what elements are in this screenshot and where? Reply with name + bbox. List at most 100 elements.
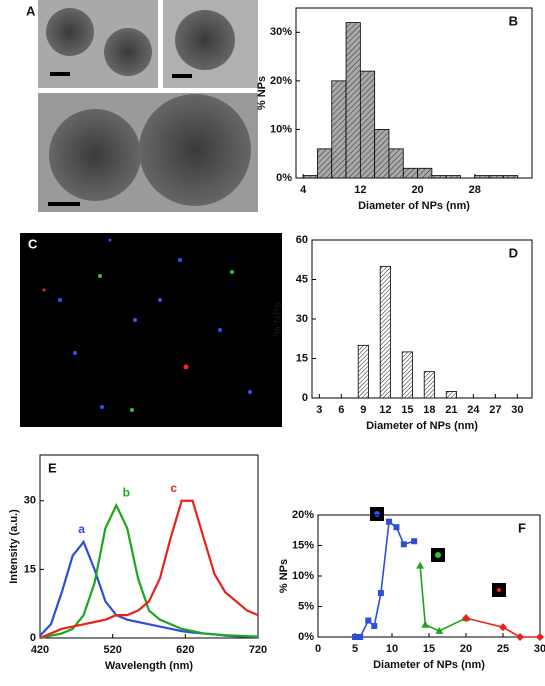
histogram-bar (317, 148, 333, 179)
histogram-bar (445, 175, 461, 179)
fluorescence-image (20, 233, 282, 427)
marker (462, 614, 470, 623)
y-tick-label: 0% (298, 631, 314, 643)
x-tick-label: 520 (103, 644, 121, 656)
y-tick-label: 15 (296, 352, 308, 364)
panel-label: A (26, 3, 36, 18)
histogram-bar (488, 175, 504, 179)
x-tick-label: 15 (423, 643, 435, 655)
marker (386, 518, 393, 525)
x-tick-label: 720 (249, 644, 267, 656)
x-tick-label: 3 (316, 404, 322, 416)
x-tick-label: 27 (489, 404, 501, 416)
y-tick-label: 0% (276, 172, 292, 184)
panel-label: D (509, 245, 518, 260)
x-tick-label: 5 (352, 643, 358, 655)
y-tick-label: 10% (270, 123, 292, 135)
marker (536, 633, 544, 641)
line (39, 502, 259, 640)
insets (370, 507, 506, 597)
line (355, 520, 415, 638)
x-axis-label: Diameter of NPs (nm) (358, 200, 470, 212)
y-tick-label: 30 (24, 495, 36, 507)
x-tick-label: 18 (423, 404, 435, 416)
x-tick-label: 15 (401, 404, 413, 416)
bar (357, 344, 369, 399)
panel-label: F (518, 520, 526, 535)
x-tick-label: 6 (338, 404, 344, 416)
x-tick-label: 28 (469, 184, 481, 196)
x-tick-label: 25 (497, 643, 509, 655)
line (465, 617, 540, 638)
y-tick-label: 10% (292, 570, 314, 582)
marker (400, 541, 407, 548)
x-tick-label: 30 (511, 404, 523, 416)
marker (357, 634, 364, 640)
y-tick-label: 0 (30, 632, 36, 644)
panel-label: E (48, 460, 57, 475)
tem-images (38, 0, 258, 212)
histogram-bar (417, 167, 433, 179)
y-axis-label: % NPs (256, 76, 268, 110)
bar (379, 265, 391, 399)
x-tick-label: 9 (360, 404, 366, 416)
marker (393, 524, 400, 531)
y-axis-label: % NPs (272, 302, 284, 336)
marker (377, 590, 384, 597)
plot-frame (39, 454, 259, 639)
histogram-bar (474, 175, 490, 179)
x-axis-label: Wavelength (nm) (105, 660, 194, 672)
y-tick-label: 15 (24, 563, 36, 575)
histogram-bar (431, 175, 447, 179)
x-tick-label: 12 (354, 184, 366, 196)
x-tick-label: 620 (176, 644, 194, 656)
marker (421, 620, 430, 628)
y-tick-label: 45 (296, 273, 308, 285)
x-axis-label: Diameter of NPs (nm) (366, 420, 478, 432)
panel-label: C (28, 236, 38, 251)
histogram-bar (402, 167, 418, 179)
y-tick-label: 20% (270, 75, 292, 87)
series-label: c (170, 481, 177, 495)
x-tick-label: 4 (300, 184, 307, 196)
marker (499, 623, 507, 632)
series-label: a (78, 522, 85, 536)
y-axis-label: % NPs (278, 559, 290, 593)
y-axis-label: Intensity (a.u.) (8, 509, 20, 584)
x-tick-label: 30 (534, 643, 545, 655)
line (419, 565, 467, 632)
bar (445, 391, 457, 399)
histogram-bar (502, 175, 519, 179)
histogram-bar (302, 175, 318, 179)
x-tick-label: 12 (379, 404, 391, 416)
marker (352, 634, 358, 640)
marker (371, 623, 378, 630)
x-tick-label: 0 (315, 643, 321, 655)
bar (401, 351, 413, 399)
marker (516, 633, 525, 641)
y-tick-label: 5% (298, 600, 314, 612)
x-tick-label: 24 (467, 404, 480, 416)
panel-label: B (509, 13, 518, 28)
bar (423, 371, 435, 399)
plot-frame (317, 514, 541, 638)
histogram-bar (388, 148, 404, 179)
marker (365, 617, 372, 624)
histogram-bar (374, 129, 390, 179)
y-tick-label: 20% (292, 509, 314, 521)
line (39, 539, 259, 639)
x-tick-label: 20 (411, 184, 423, 196)
line (39, 499, 259, 640)
series-label: b (123, 485, 130, 499)
x-tick-label: 20 (460, 643, 472, 655)
plot-frame (311, 239, 533, 399)
x-tick-label: 420 (31, 644, 49, 656)
x-axis-label: Diameter of NPs (nm) (373, 659, 485, 671)
marker (416, 561, 425, 569)
y-tick-label: 0 (302, 392, 308, 404)
marker (411, 538, 418, 545)
marker (435, 626, 444, 634)
y-tick-label: 60 (296, 234, 308, 246)
x-tick-label: 10 (386, 643, 398, 655)
x-tick-label: 21 (445, 404, 457, 416)
